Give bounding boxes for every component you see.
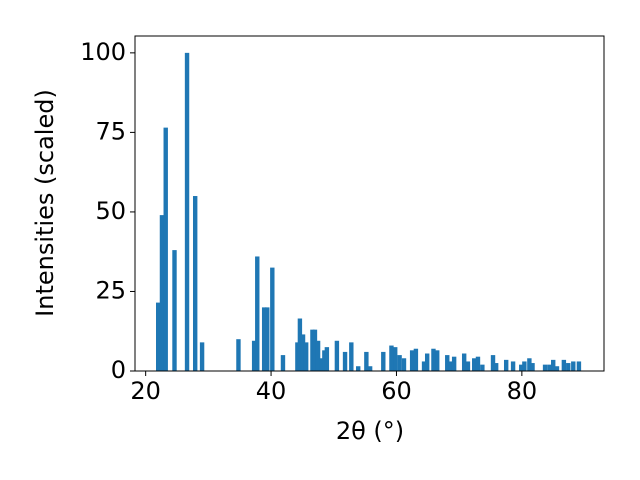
bar: [270, 267, 275, 371]
bar: [163, 127, 168, 371]
bar: [542, 364, 548, 371]
x-tick-label: 80: [507, 377, 538, 405]
bar: [172, 250, 177, 371]
bar: [421, 361, 427, 371]
y-tick-label: 50: [95, 197, 126, 225]
bar: [334, 340, 340, 371]
bar: [300, 334, 306, 371]
bar: [356, 366, 361, 371]
y-tick-label: 75: [95, 117, 126, 145]
bar: [364, 351, 369, 371]
bar: [530, 363, 535, 371]
bar: [312, 329, 318, 371]
y-tick-label: 25: [95, 276, 126, 304]
bar: [571, 361, 576, 371]
bar: [522, 361, 527, 371]
bar: [367, 366, 373, 371]
bar: [490, 355, 496, 371]
x-tick-label: 40: [256, 377, 287, 405]
bar: [236, 339, 241, 371]
bar: [295, 342, 300, 371]
y-tick-label: 100: [80, 38, 126, 66]
bar: [315, 340, 321, 371]
bar: [547, 364, 552, 371]
bar: [475, 356, 481, 371]
bar: [527, 358, 532, 371]
y-axis-label: Intensities (scaled): [31, 89, 59, 317]
bar: [310, 329, 315, 371]
bar: [424, 353, 430, 371]
bar: [184, 52, 190, 371]
bar: [566, 363, 571, 371]
bar: [389, 345, 394, 371]
bar: [322, 350, 327, 371]
bar: [155, 302, 161, 371]
bar: [519, 364, 524, 371]
bar: [451, 356, 457, 371]
bar: [261, 307, 267, 371]
bar: [199, 342, 205, 371]
bar: [342, 351, 348, 371]
bar: [413, 348, 419, 371]
bar: [510, 361, 516, 371]
bar: [551, 359, 556, 371]
bar: [280, 355, 286, 371]
bar: [319, 358, 324, 371]
bar: [461, 353, 467, 371]
bar: [251, 340, 257, 371]
x-axis-label: 2θ (°): [336, 417, 404, 445]
bar: [324, 347, 330, 371]
bar: [381, 351, 386, 371]
bar: [448, 361, 453, 371]
bar: [503, 359, 509, 371]
plot-frame: [134, 35, 605, 372]
bar: [265, 307, 270, 371]
bar: [192, 196, 198, 371]
bar: [255, 256, 260, 371]
bar: [493, 363, 499, 371]
bar: [349, 342, 354, 371]
bar: [445, 355, 450, 371]
bar: [431, 348, 436, 371]
x-tick-label: 60: [381, 377, 412, 405]
bar: [465, 361, 471, 371]
bar: [435, 350, 440, 371]
bar: [554, 366, 560, 371]
x-tick-label: 20: [130, 377, 161, 405]
bar: [159, 215, 165, 371]
bar: [409, 350, 415, 371]
bar: [397, 355, 402, 371]
bar: [576, 361, 582, 371]
y-tick-label: 0: [111, 356, 126, 384]
bar: [472, 358, 477, 371]
bar: [393, 347, 398, 371]
bar: [480, 364, 485, 371]
bar: [561, 359, 567, 371]
bar: [303, 342, 309, 371]
bar: [401, 358, 407, 371]
bar: [297, 318, 303, 371]
